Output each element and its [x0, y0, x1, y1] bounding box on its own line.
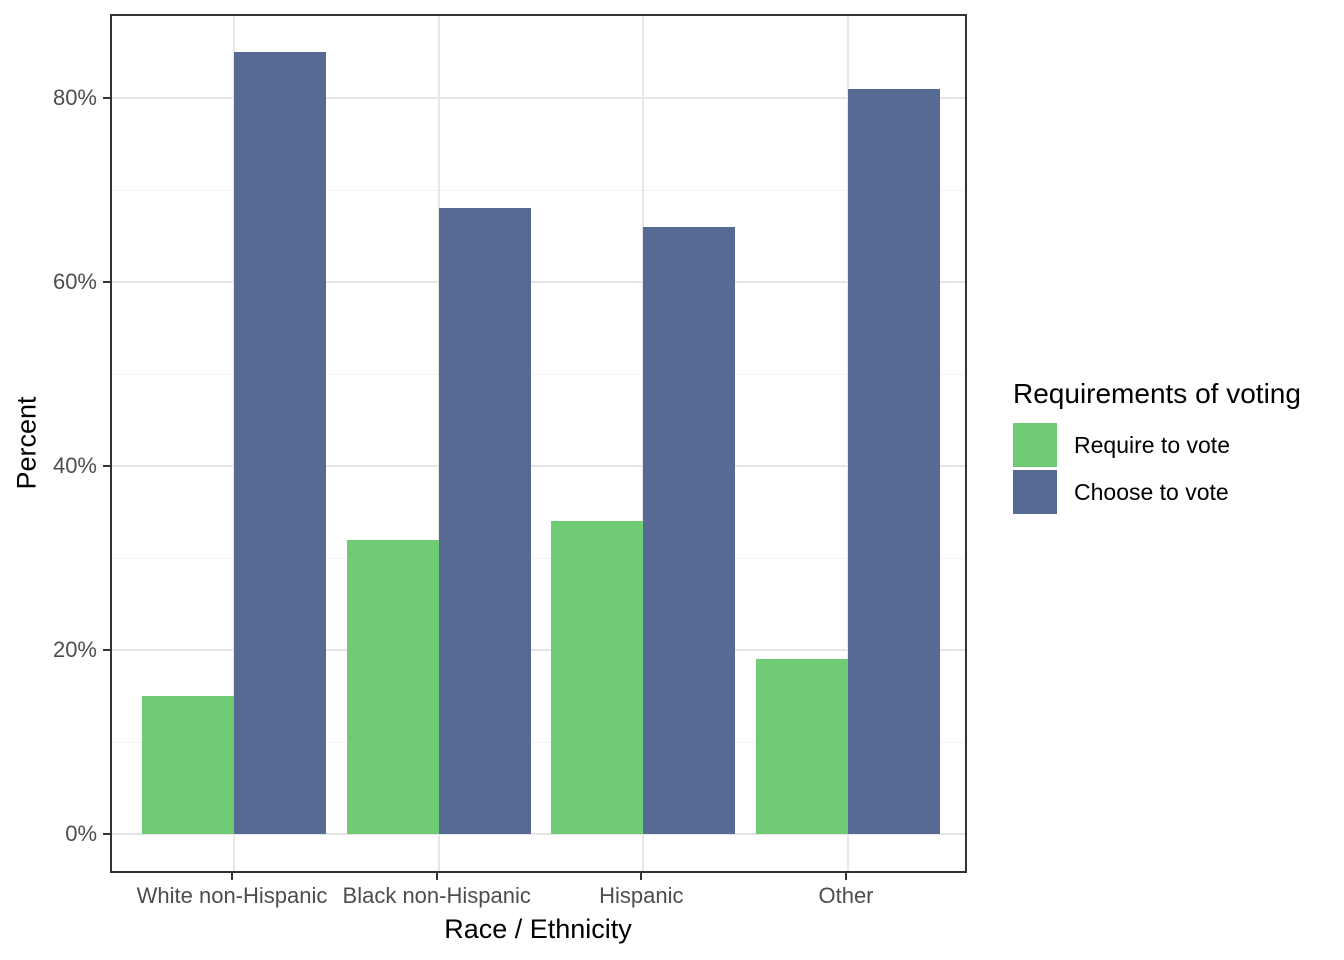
major-gridline: [112, 97, 965, 99]
x-tick-label: White non-Hispanic: [136, 883, 328, 908]
legend-key-swatch: [1013, 423, 1057, 467]
minor-gridline: [112, 742, 965, 743]
y-tick-label: 0%: [65, 821, 97, 846]
y-tick-label: 80%: [52, 85, 97, 110]
y-tick-label: 60%: [52, 269, 97, 294]
bar-require: [551, 521, 644, 834]
x-tick-label: Other: [818, 883, 874, 908]
y-axis-tick: [103, 97, 110, 99]
y-axis-tick: [103, 649, 110, 651]
bar-choose: [234, 52, 326, 834]
x-axis-tick: [640, 873, 643, 880]
legend: Requirements of voting Require to vote Ch…: [1013, 378, 1301, 517]
bar-require: [346, 539, 439, 834]
minor-gridline: [112, 190, 965, 191]
x-tick-label: Black non-Hispanic: [342, 883, 531, 908]
bar-choose: [848, 88, 940, 834]
minor-gridline: [112, 558, 965, 559]
minor-gridline: [112, 374, 965, 375]
major-gridline: [112, 281, 965, 283]
bar-choose: [438, 208, 531, 834]
major-gridline: [112, 465, 965, 467]
y-tick-label: 20%: [52, 637, 97, 662]
y-axis-tick: [103, 833, 110, 835]
x-axis-tick: [845, 873, 847, 880]
legend-item-label: Choose to vote: [1074, 478, 1229, 505]
legend-item: Require to vote: [1013, 423, 1301, 467]
legend-key-swatch: [1013, 470, 1057, 514]
y-axis-tick: [103, 465, 110, 467]
bar-require: [142, 696, 234, 834]
legend-item: Choose to vote: [1013, 470, 1301, 514]
major-gridline: [112, 649, 965, 651]
x-axis-title: Race / Ethnicity: [444, 914, 632, 944]
bar-choose: [643, 226, 736, 834]
x-tick-label: Hispanic: [599, 883, 684, 908]
y-tick-label: 40%: [52, 453, 97, 478]
major-gridline: [112, 833, 965, 835]
legend-items: Require to vote Choose to vote: [1013, 423, 1301, 514]
y-axis-tick: [103, 281, 110, 283]
bar-require: [756, 659, 848, 834]
x-axis-tick: [231, 873, 233, 880]
legend-title: Requirements of voting: [1013, 378, 1301, 409]
legend-item-label: Require to vote: [1074, 431, 1230, 458]
x-axis-tick: [435, 873, 438, 880]
plot-panel: [110, 14, 967, 873]
